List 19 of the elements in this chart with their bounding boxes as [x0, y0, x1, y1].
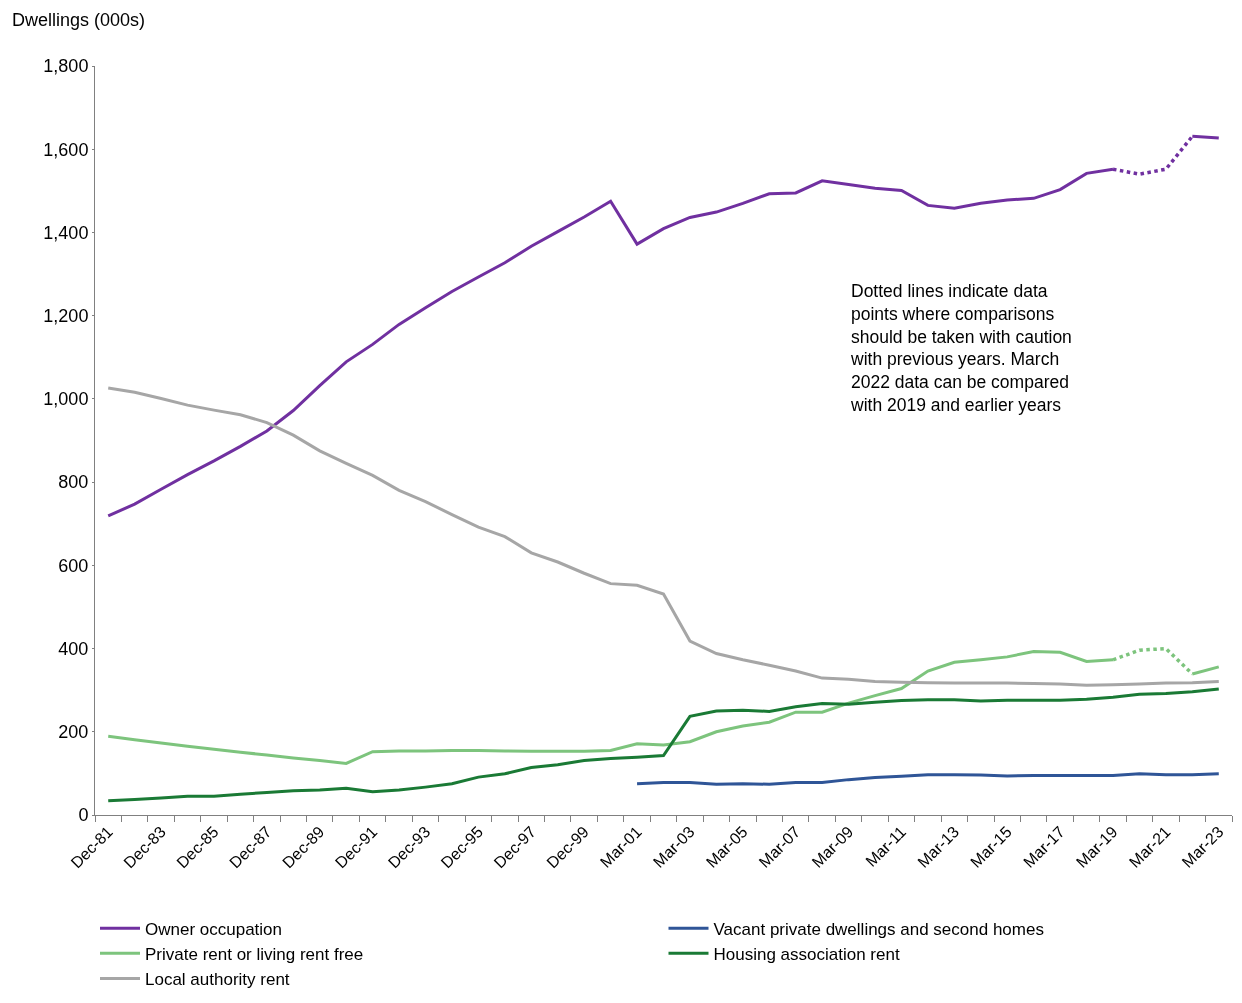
y-tick-label: 400 — [58, 638, 89, 659]
y-axis-title: Dwellings (000s) — [12, 10, 146, 30]
y-tick-label: 1,800 — [43, 56, 89, 77]
y-tick-label: 1,600 — [43, 139, 89, 160]
legend-label: Vacant private dwellings and second homes — [713, 919, 1044, 939]
y-tick-label: 1,000 — [43, 389, 89, 410]
annotation: Dotted lines indicate data points where comparisons should be taken with caution with previous years. March 2022 data can be compared with 2019 and earlier years — [850, 281, 1072, 415]
line-series — [106, 687, 1221, 803]
line-series — [635, 772, 1221, 786]
legend-label: Local authority rent — [145, 970, 290, 990]
y-tick-label: 200 — [58, 722, 89, 743]
y-tick-label: 1,200 — [43, 305, 89, 326]
y-tick-label: 1,400 — [43, 222, 89, 243]
y-tick-label: 800 — [58, 472, 89, 493]
legend-label: Housing association rent — [713, 945, 900, 964]
legend-label: Private rent or living rent free — [145, 945, 364, 964]
y-tick-label: 0 — [78, 805, 89, 826]
legend-label: Owner occupation — [145, 919, 283, 939]
y-tick-label: 600 — [58, 555, 89, 576]
